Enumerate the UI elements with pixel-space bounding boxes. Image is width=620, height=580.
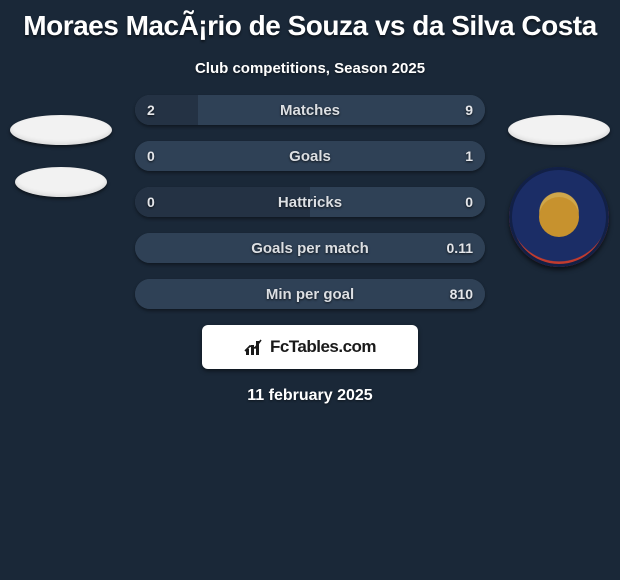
stat-bar-left-fill xyxy=(135,187,310,217)
stat-bar: 29Matches xyxy=(135,95,485,125)
stat-bar-right-fill xyxy=(135,141,485,171)
right-player-photo-placeholder xyxy=(508,115,610,145)
stat-bar: 0.11Goals per match xyxy=(135,233,485,263)
stat-row: 810Min per goal xyxy=(0,279,620,309)
left-player-club-placeholder xyxy=(15,167,107,197)
stat-bar: 810Min per goal xyxy=(135,279,485,309)
date-line: 11 february 2025 xyxy=(0,369,620,405)
fctables-logo[interactable]: FcTables.com xyxy=(202,325,418,369)
stat-bar: 00Hattricks xyxy=(135,187,485,217)
stat-left-value: 0 xyxy=(147,148,155,164)
page-subtitle: Club competitions, Season 2025 xyxy=(0,46,620,95)
stat-bar-right-fill xyxy=(135,233,485,263)
stat-bar-right-fill xyxy=(310,187,485,217)
logo-text: FcTables.com xyxy=(270,337,376,357)
stat-right-value: 9 xyxy=(465,102,473,118)
stat-bar: 01Goals xyxy=(135,141,485,171)
stat-bar-right-fill xyxy=(135,279,485,309)
stat-right-value: 1 xyxy=(465,148,473,164)
stat-bar-left-fill xyxy=(135,95,198,125)
left-player-column xyxy=(6,115,116,197)
stat-right-value: 810 xyxy=(450,286,473,302)
stat-left-value: 0 xyxy=(147,194,155,210)
page-title: Moraes MacÃ¡rio de Souza vs da Silva Cos… xyxy=(0,0,620,46)
right-player-column xyxy=(504,115,614,267)
stat-right-value: 0.11 xyxy=(447,240,473,256)
stat-right-value: 0 xyxy=(465,194,473,210)
right-player-club-badge xyxy=(509,167,609,267)
stat-left-value: 2 xyxy=(147,102,155,118)
stat-bar-right-fill xyxy=(198,95,485,125)
bar-chart-icon xyxy=(244,337,264,357)
left-player-photo-placeholder xyxy=(10,115,112,145)
